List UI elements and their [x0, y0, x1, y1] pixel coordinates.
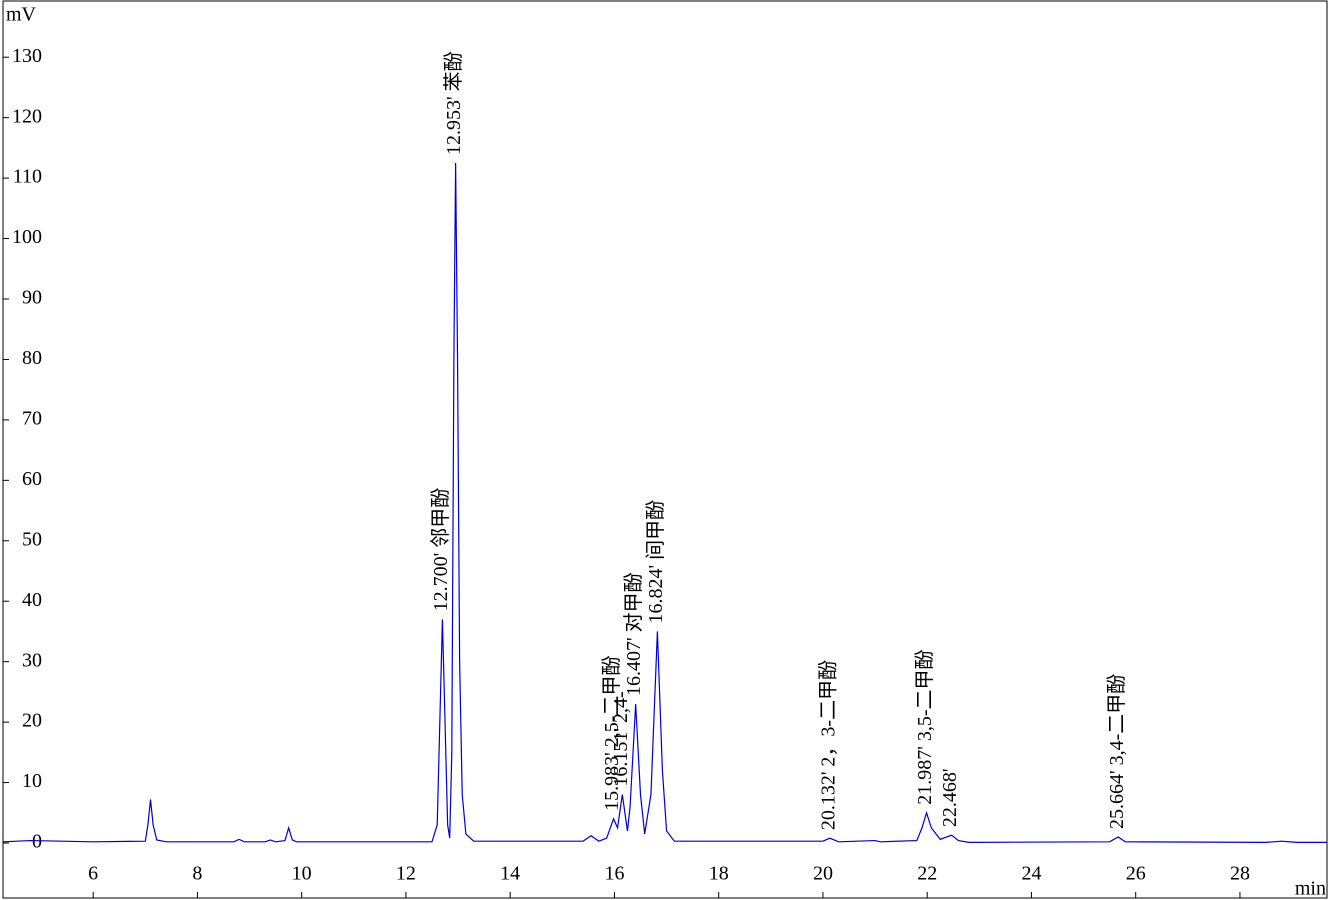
- x-tick-label: 28: [1230, 863, 1250, 885]
- x-tick-label: 6: [88, 863, 98, 885]
- x-tick-label: 16: [604, 863, 624, 885]
- x-axis-label: min: [1295, 878, 1326, 900]
- peak-label: 16.824' 间甲酚: [644, 500, 667, 624]
- x-tick-label: 12: [396, 863, 416, 885]
- x-tick-label: 10: [292, 863, 312, 885]
- x-tick-label: 14: [500, 863, 520, 885]
- peak-label: 22.468': [939, 769, 961, 828]
- peak-label: 15.983' 2,5-二甲酚: [600, 656, 623, 811]
- y-tick-label: 20: [22, 710, 42, 732]
- y-tick-label: 120: [12, 105, 42, 127]
- peak-label: 25.664' 3,4-二甲酚: [1105, 674, 1128, 829]
- y-tick-label: 80: [22, 347, 42, 369]
- y-tick-label: 10: [22, 770, 42, 792]
- y-tick-label: 130: [12, 45, 42, 67]
- peak-label: 20.132' 2，3-二甲酚: [816, 660, 839, 830]
- x-tick-label: 24: [1021, 863, 1041, 885]
- peak-label: 12.700' 邻甲酚: [429, 488, 452, 612]
- peak-label: 16.151' 2,4-: [610, 691, 632, 786]
- y-tick-label: 90: [22, 287, 42, 309]
- y-tick-label: 70: [22, 407, 42, 429]
- y-tick-label: 30: [22, 649, 42, 671]
- peak-label: 21.987' 3,5-二甲酚: [913, 650, 936, 805]
- x-tick-label: 8: [192, 863, 202, 885]
- y-tick-label: 0: [32, 831, 42, 853]
- x-tick-label: 22: [917, 863, 937, 885]
- x-tick-label: 20: [813, 863, 833, 885]
- y-tick-label: 110: [13, 166, 42, 188]
- peak-label: 16.407' 对甲酚: [622, 572, 645, 696]
- peak-label: 12.953' 苯酚: [442, 51, 465, 155]
- y-tick-label: 100: [12, 226, 42, 248]
- y-axis-label: mV: [6, 4, 37, 26]
- x-tick-label: 26: [1126, 863, 1146, 885]
- x-tick-label: 18: [709, 863, 729, 885]
- y-tick-label: 40: [22, 589, 42, 611]
- trace: [2, 162, 1327, 843]
- y-tick-label: 60: [22, 468, 42, 490]
- y-tick-label: 50: [22, 528, 42, 550]
